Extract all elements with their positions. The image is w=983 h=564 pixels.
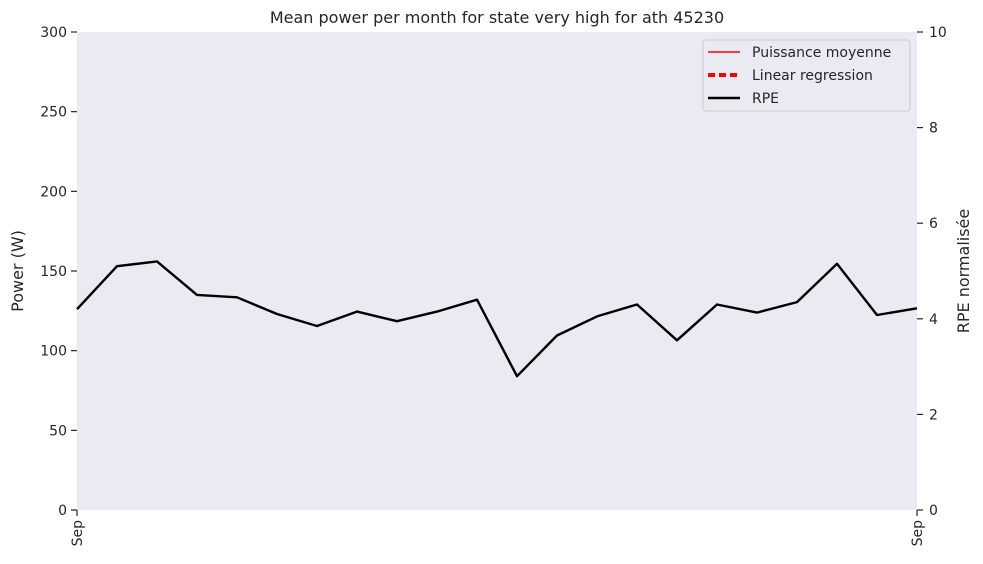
left-tick-label: 0	[58, 503, 67, 519]
right-tick-label: 8	[929, 121, 938, 137]
legend-label: RPE	[752, 91, 779, 107]
right-tick-label: 4	[929, 312, 938, 328]
legend-items: Puissance moyenne Linear regression RPE	[708, 45, 891, 107]
left-tick-label: 100	[40, 344, 67, 360]
right-axis-ticks: 0 2 4 6 8 10	[917, 25, 947, 519]
left-tick-label: 150	[40, 264, 67, 280]
x-tick-label: Sep	[910, 520, 926, 547]
left-tick-label: 50	[49, 423, 67, 439]
right-tick-label: 0	[929, 503, 938, 519]
y-axis-label: Power (W)	[8, 230, 27, 312]
plot-area	[77, 32, 917, 510]
x-tick-label: Sep	[70, 520, 86, 547]
left-axis-ticks: 0 50 100 150 200 250 300	[40, 25, 77, 519]
legend-box	[702, 39, 911, 112]
chart-title: Mean power per month for state very high…	[270, 8, 724, 27]
legend-label: Puissance moyenne	[752, 45, 891, 61]
legend: Puissance moyenne Linear regression RPE	[702, 39, 911, 112]
right-tick-label: 2	[929, 407, 938, 423]
x-axis-ticks: Sep Sep	[70, 510, 926, 546]
right-tick-label: 6	[929, 216, 938, 232]
y2-axis-label: RPE normalisée	[954, 209, 973, 334]
series-line-rpe	[76, 260, 918, 378]
left-tick-label: 200	[40, 184, 67, 200]
legend-label: Linear regression	[752, 68, 873, 84]
left-tick-label: 300	[40, 25, 67, 41]
left-tick-label: 250	[40, 105, 67, 121]
right-tick-label: 10	[929, 25, 947, 41]
series-layer	[76, 260, 918, 378]
